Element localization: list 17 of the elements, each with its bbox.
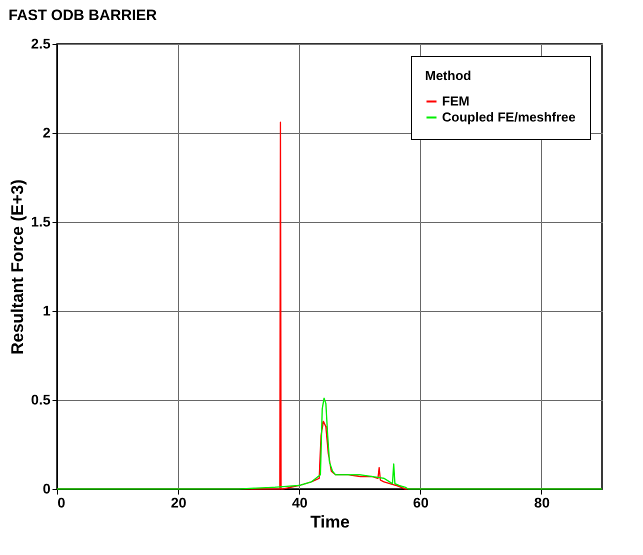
legend-label: FEM [442,94,470,108]
y-tick-label: 0.5 [31,392,51,408]
y-tick-label: 0 [42,480,51,496]
chart-title: FAST ODB BARRIER [8,7,158,24]
y-tick-label: 1 [42,302,51,318]
y-tick-label: 1.5 [31,214,51,230]
y-tick-label: 2.5 [31,36,51,52]
legend-label: Coupled FE/meshfree [442,110,576,124]
x-tick-label: 0 [58,494,66,510]
y-axis-title: Resultant Force (E+3) [8,179,28,355]
x-tick-label: 40 [292,494,308,510]
x-tick-label: 60 [413,494,429,510]
x-axis-title: Time [310,512,350,532]
x-tick-label: 20 [170,494,187,510]
x-tick-label: 80 [534,494,550,510]
y-tick-label: 2 [42,124,51,140]
legend-title: Method [425,68,472,83]
